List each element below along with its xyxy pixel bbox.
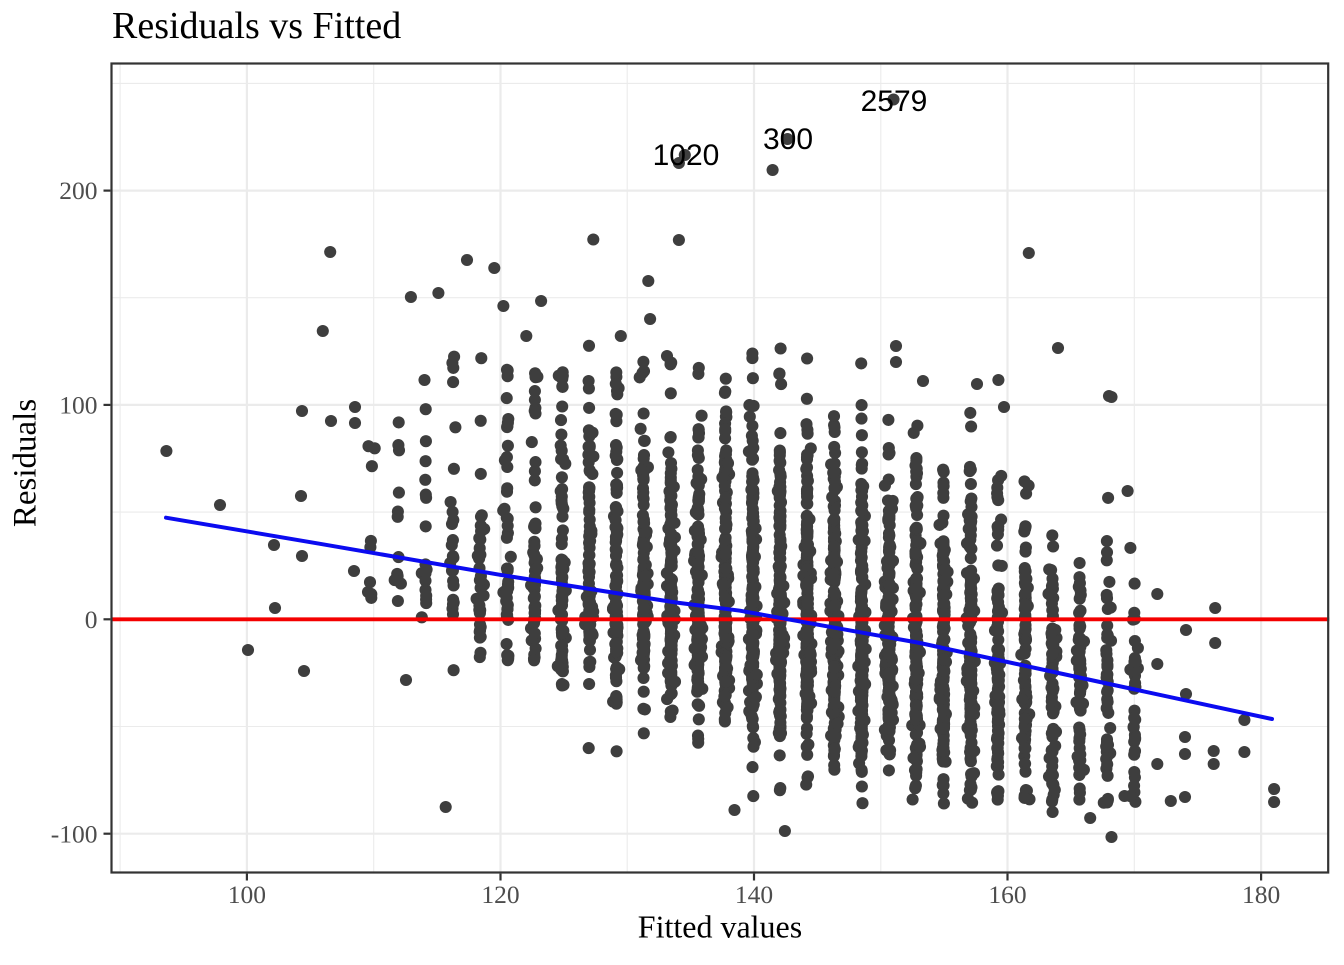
svg-text:Residuals: Residuals	[8, 399, 44, 527]
svg-text:200: 200	[59, 176, 97, 205]
svg-text:2579: 2579	[861, 85, 928, 118]
svg-text:1020: 1020	[653, 139, 720, 172]
svg-text:Residuals vs Fitted: Residuals vs Fitted	[112, 5, 401, 47]
svg-text:180: 180	[1242, 880, 1280, 909]
svg-text:140: 140	[735, 880, 773, 909]
svg-text:0: 0	[85, 605, 98, 634]
svg-text:100: 100	[228, 880, 266, 909]
svg-text:160: 160	[988, 880, 1026, 909]
svg-text:300: 300	[763, 123, 813, 156]
svg-text:120: 120	[481, 880, 519, 909]
svg-text:-100: -100	[51, 819, 98, 848]
svg-text:Fitted values: Fitted values	[638, 909, 802, 945]
svg-text:100: 100	[59, 391, 97, 420]
